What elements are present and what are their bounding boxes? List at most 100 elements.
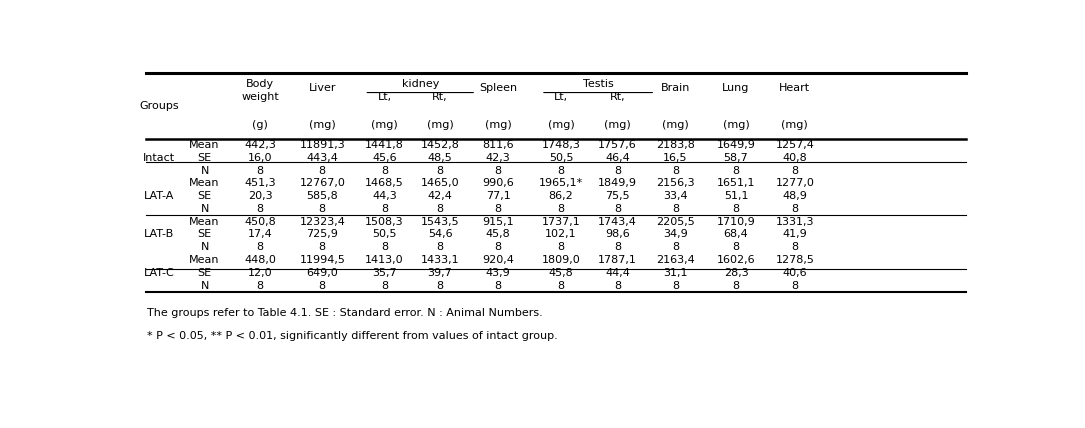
Text: 2205,5: 2205,5 [656, 217, 694, 227]
Text: 8: 8 [614, 166, 621, 175]
Text: (mg): (mg) [781, 119, 808, 130]
Text: 8: 8 [436, 204, 444, 214]
Text: (mg): (mg) [309, 119, 335, 130]
Text: 98,6: 98,6 [605, 229, 629, 240]
Text: 16,0: 16,0 [247, 153, 272, 163]
Text: 1809,0: 1809,0 [541, 255, 580, 265]
Text: 8: 8 [732, 166, 740, 175]
Text: Rt,: Rt, [610, 92, 625, 102]
Text: 8: 8 [256, 280, 264, 291]
Text: 33,4: 33,4 [663, 191, 688, 201]
Text: 8: 8 [436, 242, 444, 252]
Text: 16,5: 16,5 [663, 153, 688, 163]
Text: 990,6: 990,6 [482, 178, 514, 188]
Text: 1849,9: 1849,9 [598, 178, 637, 188]
Text: 8: 8 [672, 204, 679, 214]
Text: SE: SE [197, 153, 212, 163]
Text: 1757,6: 1757,6 [598, 140, 637, 150]
Text: 1743,4: 1743,4 [598, 217, 637, 227]
Text: 8: 8 [732, 242, 740, 252]
Text: 8: 8 [614, 280, 621, 291]
Text: 75,5: 75,5 [605, 191, 629, 201]
Text: (mg): (mg) [371, 119, 398, 130]
Text: 1737,1: 1737,1 [541, 217, 580, 227]
Text: 450,8: 450,8 [244, 217, 276, 227]
Text: kidney: kidney [401, 79, 439, 89]
Text: 8: 8 [495, 204, 501, 214]
Text: 8: 8 [558, 242, 564, 252]
Text: (mg): (mg) [723, 119, 750, 130]
Text: 20,3: 20,3 [247, 191, 272, 201]
Text: 725,9: 725,9 [306, 229, 339, 240]
Text: 8: 8 [381, 280, 388, 291]
Text: 34,9: 34,9 [663, 229, 688, 240]
Text: 12323,4: 12323,4 [299, 217, 345, 227]
Text: 17,4: 17,4 [247, 229, 272, 240]
Text: 1965,1*: 1965,1* [539, 178, 584, 188]
Text: 45,8: 45,8 [486, 229, 510, 240]
Text: Mean: Mean [189, 178, 220, 188]
Text: 8: 8 [319, 166, 326, 175]
Text: 1748,3: 1748,3 [541, 140, 580, 150]
Text: 58,7: 58,7 [724, 153, 749, 163]
Text: 8: 8 [732, 280, 740, 291]
Text: 8: 8 [791, 204, 799, 214]
Text: Mean: Mean [189, 255, 220, 265]
Text: 8: 8 [381, 166, 388, 175]
Text: 1787,1: 1787,1 [598, 255, 637, 265]
Text: 28,3: 28,3 [724, 268, 749, 278]
Text: 1278,5: 1278,5 [776, 255, 815, 265]
Text: 77,1: 77,1 [486, 191, 510, 201]
Text: 8: 8 [672, 242, 679, 252]
Text: 50,5: 50,5 [372, 229, 397, 240]
Text: 12767,0: 12767,0 [299, 178, 345, 188]
Text: Brain: Brain [661, 83, 690, 92]
Text: 42,4: 42,4 [427, 191, 452, 201]
Text: 8: 8 [791, 280, 799, 291]
Text: 44,3: 44,3 [372, 191, 397, 201]
Text: 1452,8: 1452,8 [421, 140, 459, 150]
Text: 1602,6: 1602,6 [717, 255, 755, 265]
Text: 443,4: 443,4 [306, 153, 339, 163]
Text: 8: 8 [436, 280, 444, 291]
Text: Lt,: Lt, [554, 92, 569, 102]
Text: 43,9: 43,9 [486, 268, 510, 278]
Text: 2163,4: 2163,4 [656, 255, 694, 265]
Text: 86,2: 86,2 [549, 191, 574, 201]
Text: 8: 8 [672, 280, 679, 291]
Text: Spleen: Spleen [478, 83, 518, 92]
Text: 40,8: 40,8 [782, 153, 807, 163]
Text: 920,4: 920,4 [482, 255, 514, 265]
Text: LAT-C: LAT-C [144, 268, 175, 278]
Text: LAT-A: LAT-A [144, 191, 175, 201]
Text: 811,6: 811,6 [482, 140, 514, 150]
Text: 8: 8 [256, 204, 264, 214]
Text: 8: 8 [558, 166, 564, 175]
Text: N: N [201, 280, 208, 291]
Text: 40,6: 40,6 [782, 268, 807, 278]
Text: 11891,3: 11891,3 [299, 140, 345, 150]
Text: (g): (g) [252, 119, 268, 130]
Text: Liver: Liver [308, 83, 336, 92]
Text: 8: 8 [791, 166, 799, 175]
Text: SE: SE [197, 268, 212, 278]
Text: 1277,0: 1277,0 [776, 178, 815, 188]
Text: Testis: Testis [583, 79, 613, 89]
Text: 8: 8 [319, 280, 326, 291]
Text: 1651,1: 1651,1 [717, 178, 755, 188]
Text: 1508,3: 1508,3 [366, 217, 404, 227]
Text: 8: 8 [558, 204, 564, 214]
Text: 46,4: 46,4 [605, 153, 629, 163]
Text: Lung: Lung [723, 83, 750, 92]
Text: 8: 8 [319, 242, 326, 252]
Text: 8: 8 [381, 204, 388, 214]
Text: 39,7: 39,7 [427, 268, 452, 278]
Text: 102,1: 102,1 [546, 229, 577, 240]
Text: Mean: Mean [189, 217, 220, 227]
Text: 8: 8 [495, 280, 501, 291]
Text: (mg): (mg) [485, 119, 511, 130]
Text: 8: 8 [791, 242, 799, 252]
Text: 12,0: 12,0 [247, 268, 272, 278]
Text: 1649,9: 1649,9 [716, 140, 755, 150]
Text: 2183,8: 2183,8 [656, 140, 694, 150]
